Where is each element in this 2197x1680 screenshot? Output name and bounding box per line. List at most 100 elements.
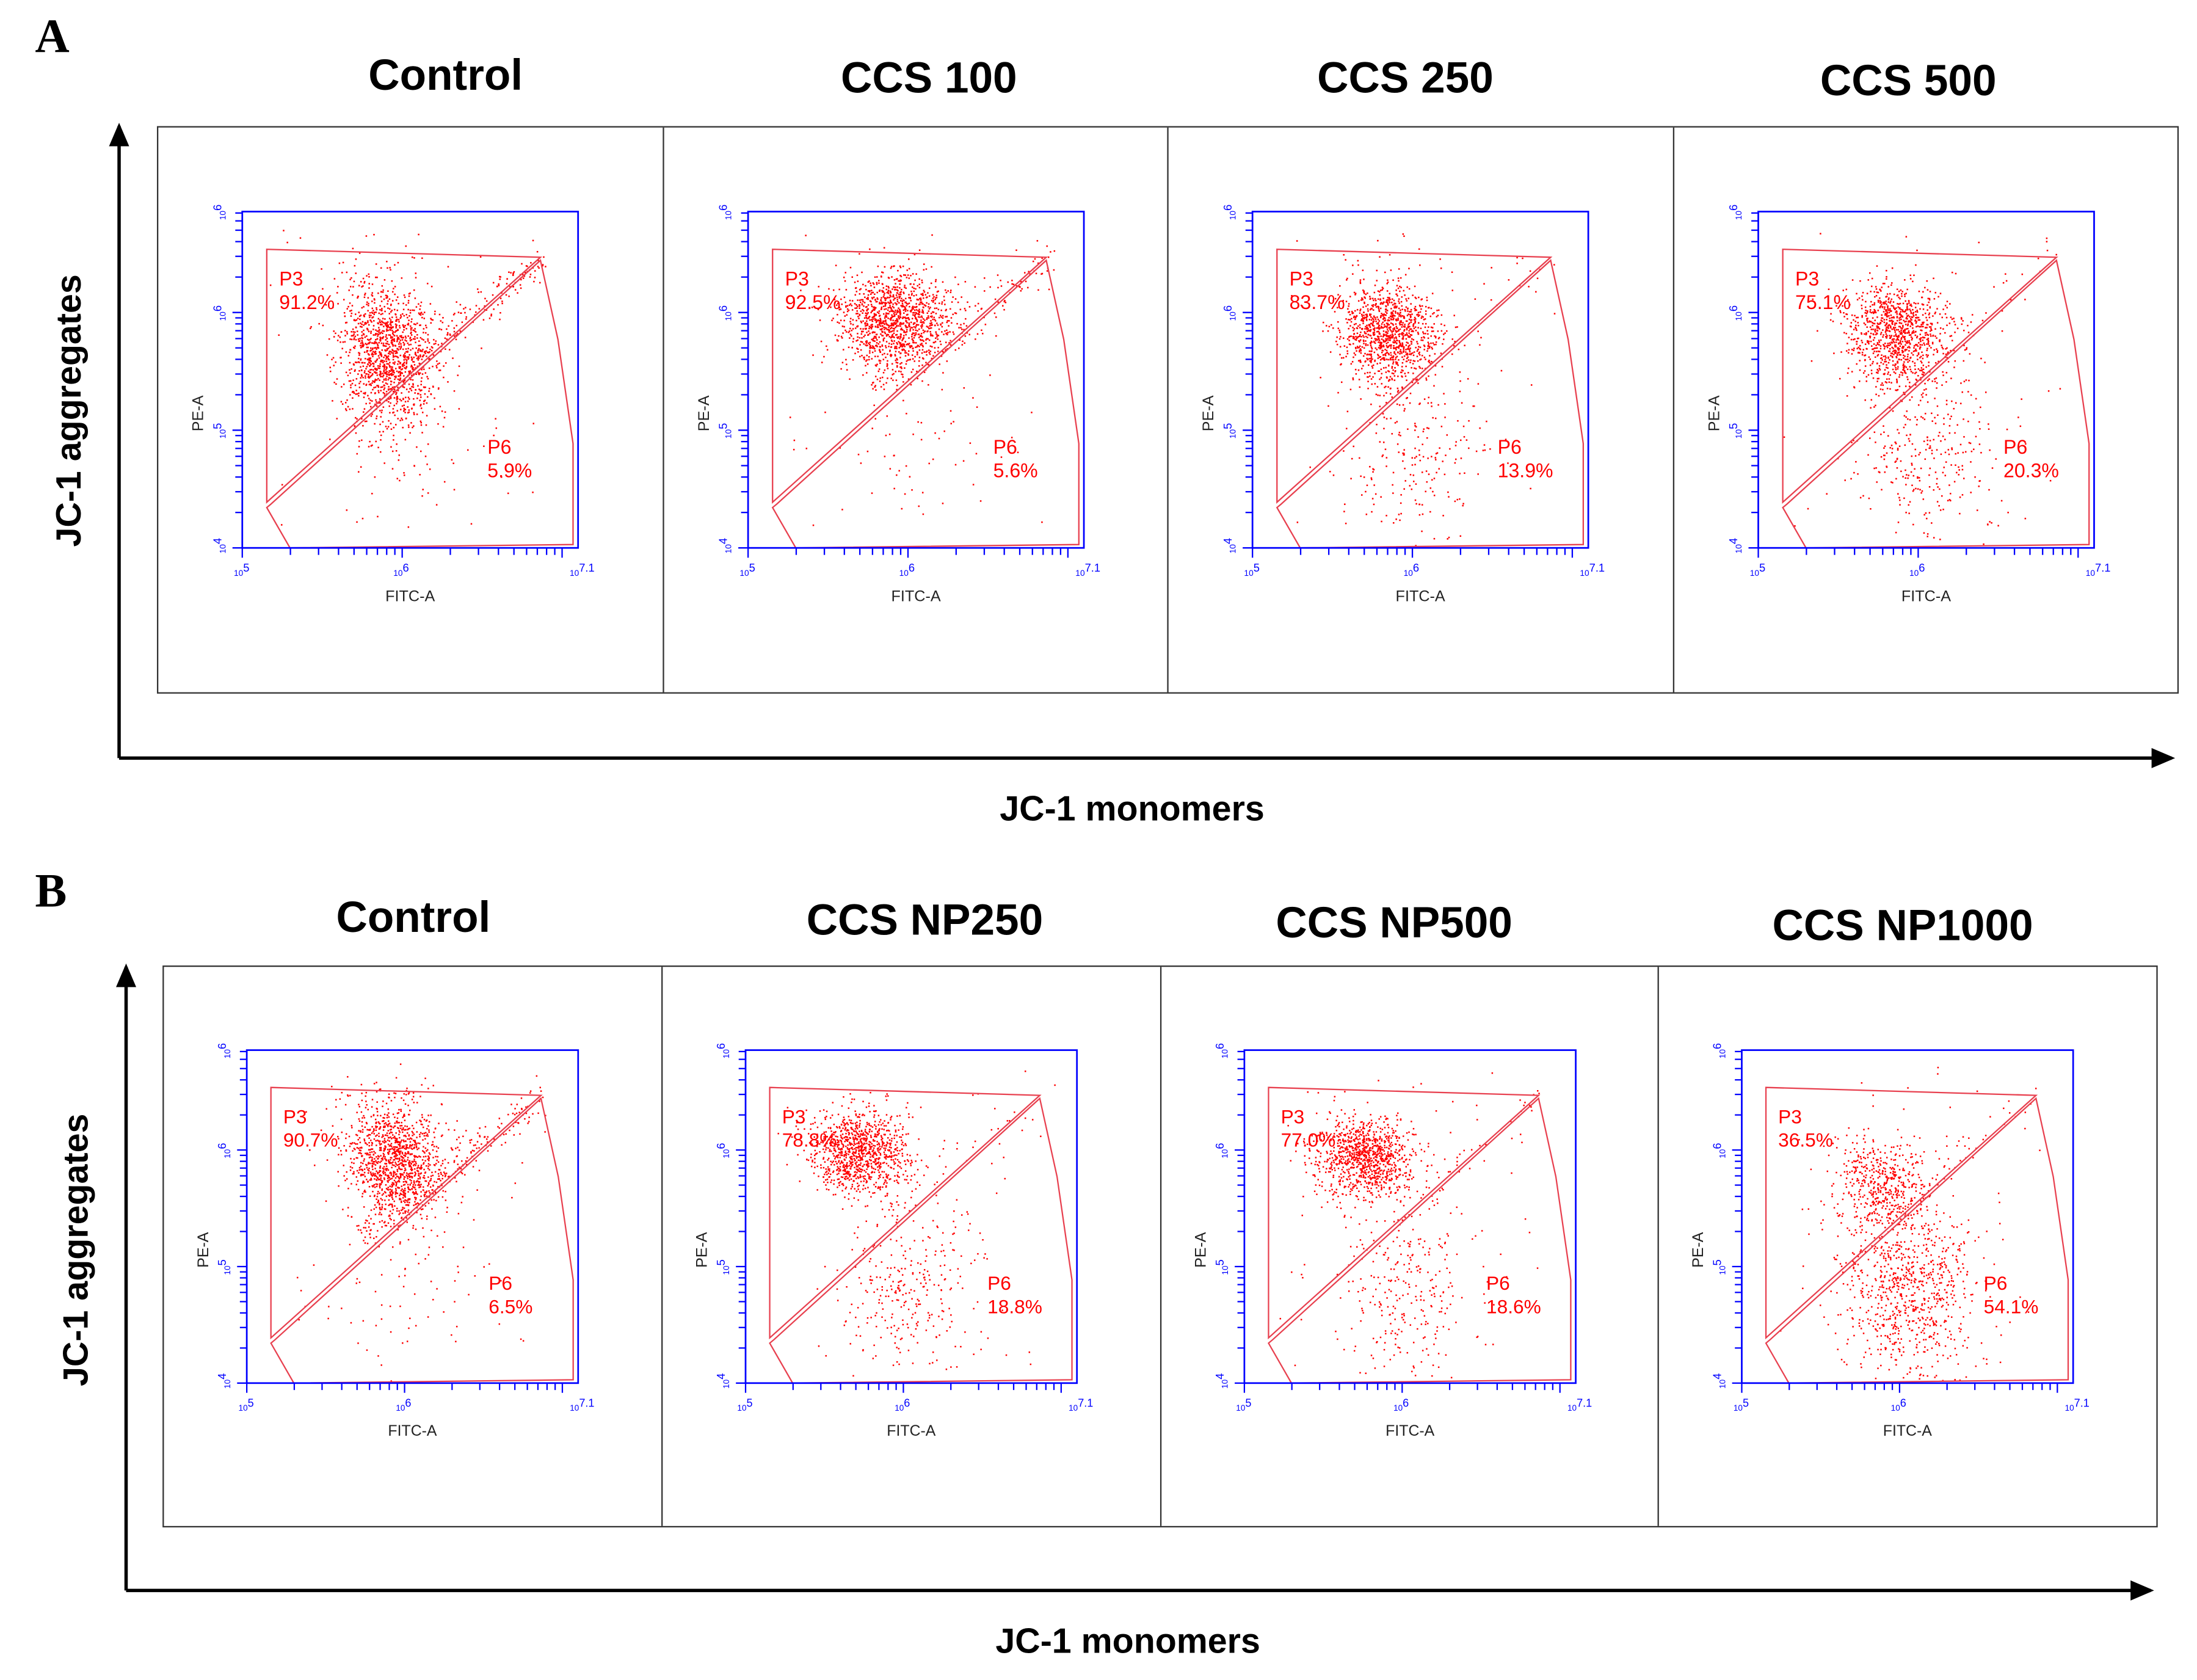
data-point (1892, 317, 1894, 319)
data-point (377, 386, 380, 388)
data-point (379, 374, 380, 376)
data-point (1901, 326, 1903, 328)
data-point (1401, 366, 1403, 368)
data-point (865, 316, 866, 319)
data-point (368, 330, 370, 333)
data-point (1388, 371, 1390, 373)
data-point (1418, 304, 1421, 307)
data-point (833, 334, 836, 336)
data-point (1831, 321, 1834, 322)
data-point (428, 390, 430, 392)
data-point (358, 354, 360, 356)
data-point (884, 303, 886, 305)
data-point (401, 392, 402, 394)
data-point (1945, 403, 1947, 405)
data-point (1360, 368, 1363, 369)
data-point (374, 379, 377, 380)
data-point (418, 373, 420, 376)
data-point (1390, 417, 1392, 420)
data-point (882, 322, 884, 324)
data-point (390, 304, 392, 305)
data-point (358, 285, 360, 287)
data-point (1536, 277, 1539, 280)
data-point (865, 310, 868, 312)
data-point (1372, 471, 1374, 473)
data-point (908, 345, 910, 347)
data-point (411, 374, 413, 376)
data-point (1379, 303, 1382, 305)
data-point (1868, 305, 1871, 308)
data-point (361, 337, 364, 340)
data-point (1898, 317, 1900, 319)
data-point (385, 324, 387, 326)
data-point (881, 291, 883, 293)
data-point (844, 289, 846, 291)
data-point (993, 298, 996, 300)
data-point (350, 368, 352, 370)
data-point (377, 292, 379, 294)
data-point (1401, 305, 1403, 307)
data-point (365, 373, 367, 375)
data-point (921, 310, 923, 313)
data-point (368, 302, 369, 305)
data-point (1400, 320, 1402, 322)
data-point (874, 300, 877, 303)
data-point (897, 370, 899, 373)
data-point (884, 299, 886, 301)
data-point (893, 354, 895, 356)
data-point (1346, 338, 1349, 340)
data-point (1411, 464, 1414, 466)
data-point (853, 303, 855, 305)
data-point (1349, 296, 1351, 297)
data-point (495, 427, 498, 429)
data-point (1829, 319, 1831, 321)
data-point (371, 374, 372, 377)
data-point (427, 351, 429, 354)
data-point (1423, 356, 1426, 358)
data-point (1349, 335, 1351, 338)
data-point (1400, 309, 1401, 311)
data-point (359, 338, 361, 340)
data-point (329, 366, 332, 369)
data-point (393, 390, 394, 393)
data-point (1403, 325, 1405, 328)
data-point (344, 315, 346, 318)
data-point (1398, 333, 1400, 336)
data-point (1905, 313, 1907, 315)
data-point (862, 343, 864, 345)
data-point (892, 332, 895, 335)
data-point (1320, 377, 1321, 379)
data-point (918, 310, 920, 313)
data-point (1399, 328, 1401, 330)
data-point (1360, 331, 1362, 333)
data-point (829, 306, 831, 308)
data-point (1904, 349, 1906, 351)
data-point (1405, 344, 1407, 346)
data-point (1447, 538, 1448, 540)
data-point (832, 318, 833, 319)
data-point (1045, 270, 1048, 272)
data-point (1370, 322, 1372, 325)
data-point (1389, 337, 1390, 340)
data-point (363, 324, 365, 326)
data-point (403, 375, 405, 377)
data-point (1390, 313, 1392, 315)
data-point (1403, 355, 1406, 357)
data-point (376, 418, 377, 420)
data-point (1931, 341, 1933, 344)
data-point (1383, 395, 1385, 397)
data-point (911, 341, 913, 344)
data-point (361, 335, 363, 336)
data-point (1967, 332, 1969, 333)
data-point (881, 349, 883, 351)
data-point (1877, 377, 1879, 380)
data-point (858, 355, 860, 358)
y-axis-name: PE-A (190, 395, 207, 431)
data-point (1425, 470, 1428, 472)
data-point (939, 340, 940, 343)
data-point (414, 392, 416, 394)
data-point (381, 308, 383, 310)
data-point (903, 286, 905, 288)
data-point (911, 332, 913, 334)
data-point (1462, 504, 1464, 507)
